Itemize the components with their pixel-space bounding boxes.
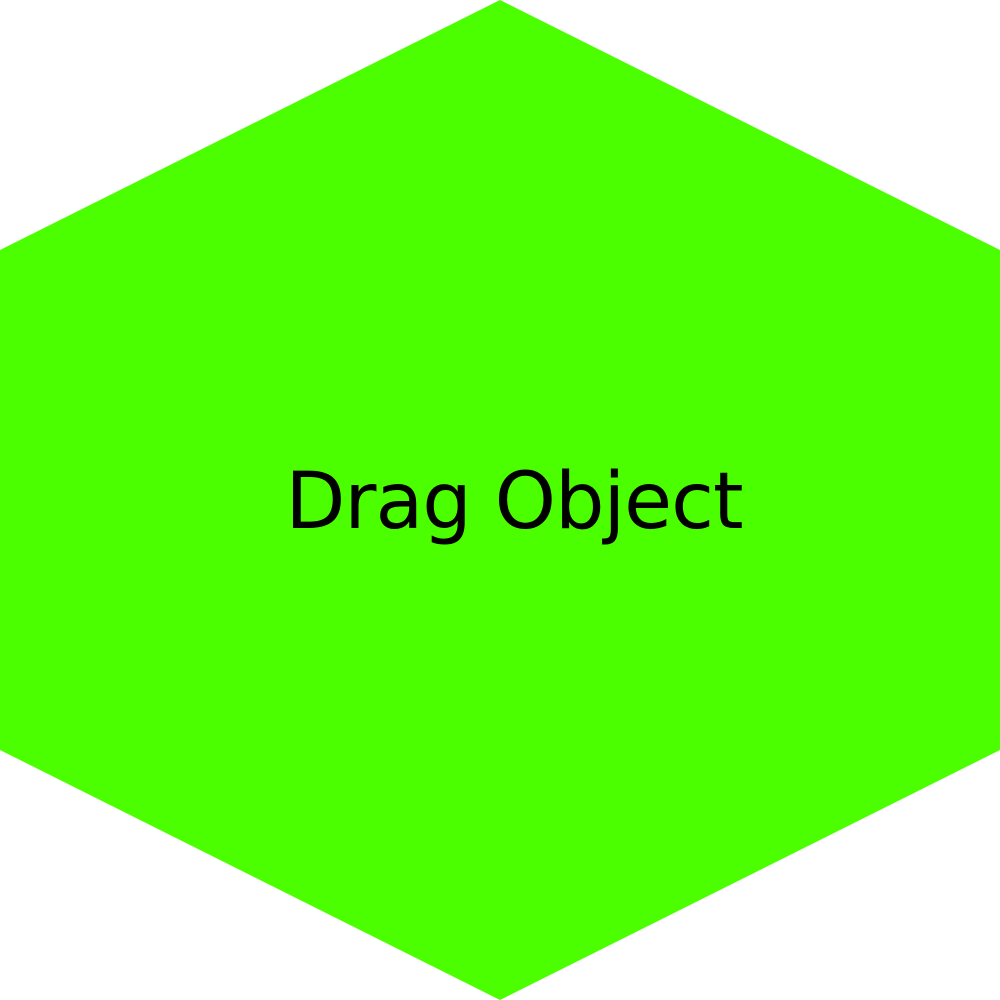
drag-object-label: Drag Object	[285, 457, 743, 547]
